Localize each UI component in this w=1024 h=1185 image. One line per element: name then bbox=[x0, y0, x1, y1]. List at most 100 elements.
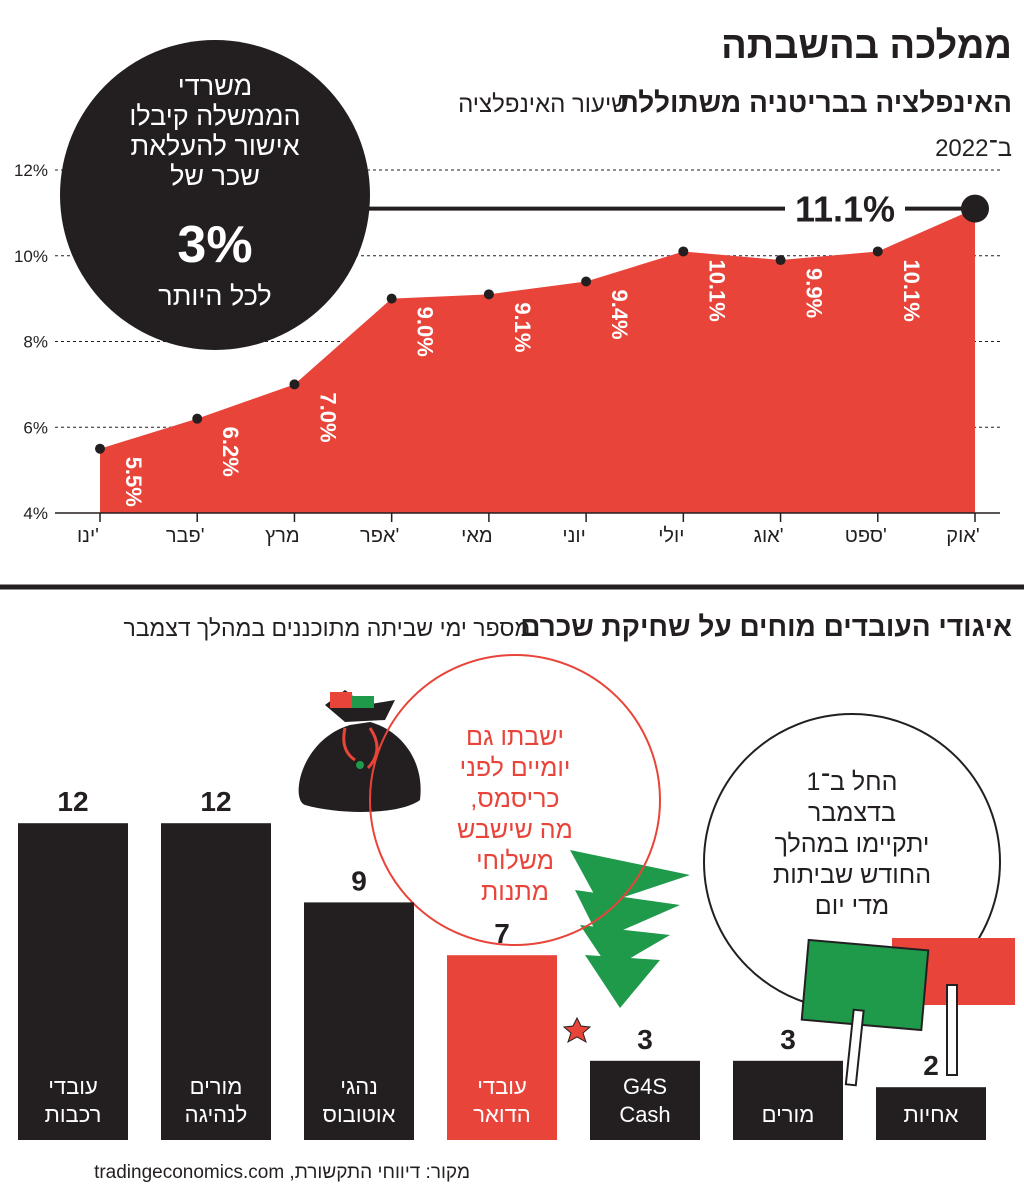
bar bbox=[18, 823, 128, 1140]
title-bold: איגודי העובדים מוחים על שחיקת שכרם bbox=[520, 611, 1012, 642]
annotation-circle bbox=[369, 654, 661, 946]
value-label: 10.1% bbox=[704, 259, 729, 321]
source: מקור: דיווחי התקשורת, tradingeconomics.c… bbox=[94, 1162, 470, 1183]
category-label: נהגי אוטובוס bbox=[323, 1074, 396, 1127]
y-tick-label: 6% bbox=[23, 418, 48, 437]
bubble-text: שכר של bbox=[170, 161, 260, 191]
category-line: Cash bbox=[619, 1102, 670, 1127]
subtitle: שיעור האינפלציה bbox=[458, 91, 629, 118]
area bbox=[100, 208, 975, 513]
annotation-text: ישבתו גם bbox=[466, 723, 564, 751]
x-tick-label: פבר' bbox=[166, 525, 205, 547]
value-label: 10.1% bbox=[899, 259, 924, 321]
chart-title: איגודי העובדים מוחים על שחיקת שכרםמספר י… bbox=[124, 611, 1013, 642]
value-label: 7 bbox=[494, 918, 510, 949]
bar bbox=[876, 1087, 986, 1140]
annotation-text: החל ב־1 bbox=[807, 768, 898, 796]
category-line: מורים bbox=[190, 1074, 243, 1099]
value-label: 6.2% bbox=[218, 427, 243, 477]
value-label: 3 bbox=[780, 1024, 796, 1055]
x-tick-label: אוג' bbox=[754, 525, 784, 547]
annotation-text: מה שישבש bbox=[457, 816, 573, 844]
category-label: מורים bbox=[762, 1102, 815, 1127]
bar bbox=[304, 902, 414, 1140]
category-line: נהגי bbox=[340, 1074, 378, 1099]
y-tick-label: 4% bbox=[23, 504, 48, 523]
annotation-text: משלוחי bbox=[476, 847, 554, 875]
value-label: 3 bbox=[637, 1024, 653, 1055]
title-bold: האינפלציה בבריטניה משתוללת bbox=[619, 87, 1012, 118]
gift-bag bbox=[298, 690, 421, 812]
strike-chart: ישבתו גם יומיים לפני כריסמס, מה שישבש משלוחי… bbox=[18, 654, 1001, 1140]
category-label: מורים לנהיגה bbox=[185, 1074, 248, 1127]
bar bbox=[590, 1060, 700, 1140]
category-label: אחיות bbox=[904, 1102, 959, 1127]
category-line: לנהיגה bbox=[185, 1102, 248, 1127]
bubble-text: משרדי bbox=[178, 71, 252, 101]
category-line: רכבות bbox=[45, 1102, 102, 1127]
point bbox=[386, 293, 397, 304]
subtitle: ב־2022 bbox=[935, 135, 1012, 162]
bubble bbox=[60, 40, 370, 350]
point bbox=[961, 194, 989, 223]
point bbox=[775, 255, 786, 266]
bar bbox=[447, 955, 557, 1140]
point bbox=[678, 246, 689, 257]
main-title: ממלכה בהשבתה bbox=[721, 25, 1012, 67]
x-tick-label: יוני bbox=[562, 525, 585, 547]
subtitle: מספר ימי שביתה מתוכננים במהלך דצמבר bbox=[124, 615, 531, 641]
value-label: 12 bbox=[57, 786, 88, 817]
x-tick-label: ינו' bbox=[77, 525, 99, 547]
point bbox=[289, 379, 300, 390]
x-tick-label: אוק' bbox=[946, 525, 979, 547]
y-tick-label: 10% bbox=[14, 247, 48, 266]
point bbox=[581, 276, 592, 287]
bubble-text: אישור להעלאת bbox=[130, 131, 299, 161]
y-tick-label: 12% bbox=[14, 161, 48, 180]
value-label: 2 bbox=[923, 1050, 939, 1081]
value-label: 5.5% bbox=[121, 457, 146, 507]
chart-title: האינפלציה בבריטניה משתוללתשיעור האינפלצי… bbox=[458, 87, 1012, 118]
annotation-text: יומיים לפני bbox=[460, 754, 571, 782]
x-tick-label: ספט' bbox=[845, 525, 887, 547]
flags bbox=[800, 938, 1015, 1087]
category-label: עובדי רכבות bbox=[45, 1074, 102, 1127]
annotation-text: מדי יום bbox=[815, 892, 889, 920]
value-label: 9.0% bbox=[413, 307, 438, 357]
value-label: 9 bbox=[351, 865, 367, 896]
annotation-text: יתקיימו במהלך bbox=[775, 830, 930, 858]
category-line: אוטובוס bbox=[323, 1102, 396, 1127]
category-label: G4S Cash bbox=[619, 1074, 670, 1127]
bubble-text: לכל היותר bbox=[158, 281, 271, 311]
value-label: 9.9% bbox=[802, 268, 827, 318]
category-line: עובדי bbox=[48, 1074, 98, 1099]
y-tick-label: 8% bbox=[23, 333, 48, 352]
category-label: עובדי הדואר bbox=[473, 1074, 530, 1127]
category-line: הדואר bbox=[473, 1102, 530, 1127]
value-label: 12 bbox=[200, 786, 231, 817]
bar bbox=[733, 1060, 843, 1140]
value-label: 11.1% bbox=[795, 189, 895, 230]
x-tick-label: יולי bbox=[658, 525, 684, 547]
value-label: 7.0% bbox=[315, 392, 340, 442]
annotation-text: החודש שביתות bbox=[773, 861, 931, 889]
value-label: 9.4% bbox=[607, 289, 632, 339]
category-line: עובדי bbox=[477, 1074, 527, 1099]
bubble-text: הממשלה קיבלו bbox=[129, 101, 300, 131]
tree bbox=[570, 850, 690, 1008]
point bbox=[872, 246, 883, 257]
bubble-highlight: 3% bbox=[177, 216, 252, 274]
category-line: G4S bbox=[623, 1074, 667, 1099]
x-tick-label: מאי bbox=[461, 525, 493, 547]
x-tick-label: מרץ bbox=[265, 525, 300, 547]
annotation-text: בדצמבר bbox=[808, 799, 896, 827]
inflation-chart: 4% 6% 8% 10% 12% ינו' פבר' מרץ אפר' מאי יוני יולי או… bbox=[14, 40, 1000, 547]
point bbox=[192, 413, 203, 424]
x-tick-label: אפר' bbox=[360, 525, 399, 547]
annotation-text: כריסמס, bbox=[470, 785, 559, 813]
annotation-text: מתנות bbox=[481, 878, 549, 906]
bar bbox=[161, 823, 271, 1140]
label-bg bbox=[785, 186, 905, 231]
